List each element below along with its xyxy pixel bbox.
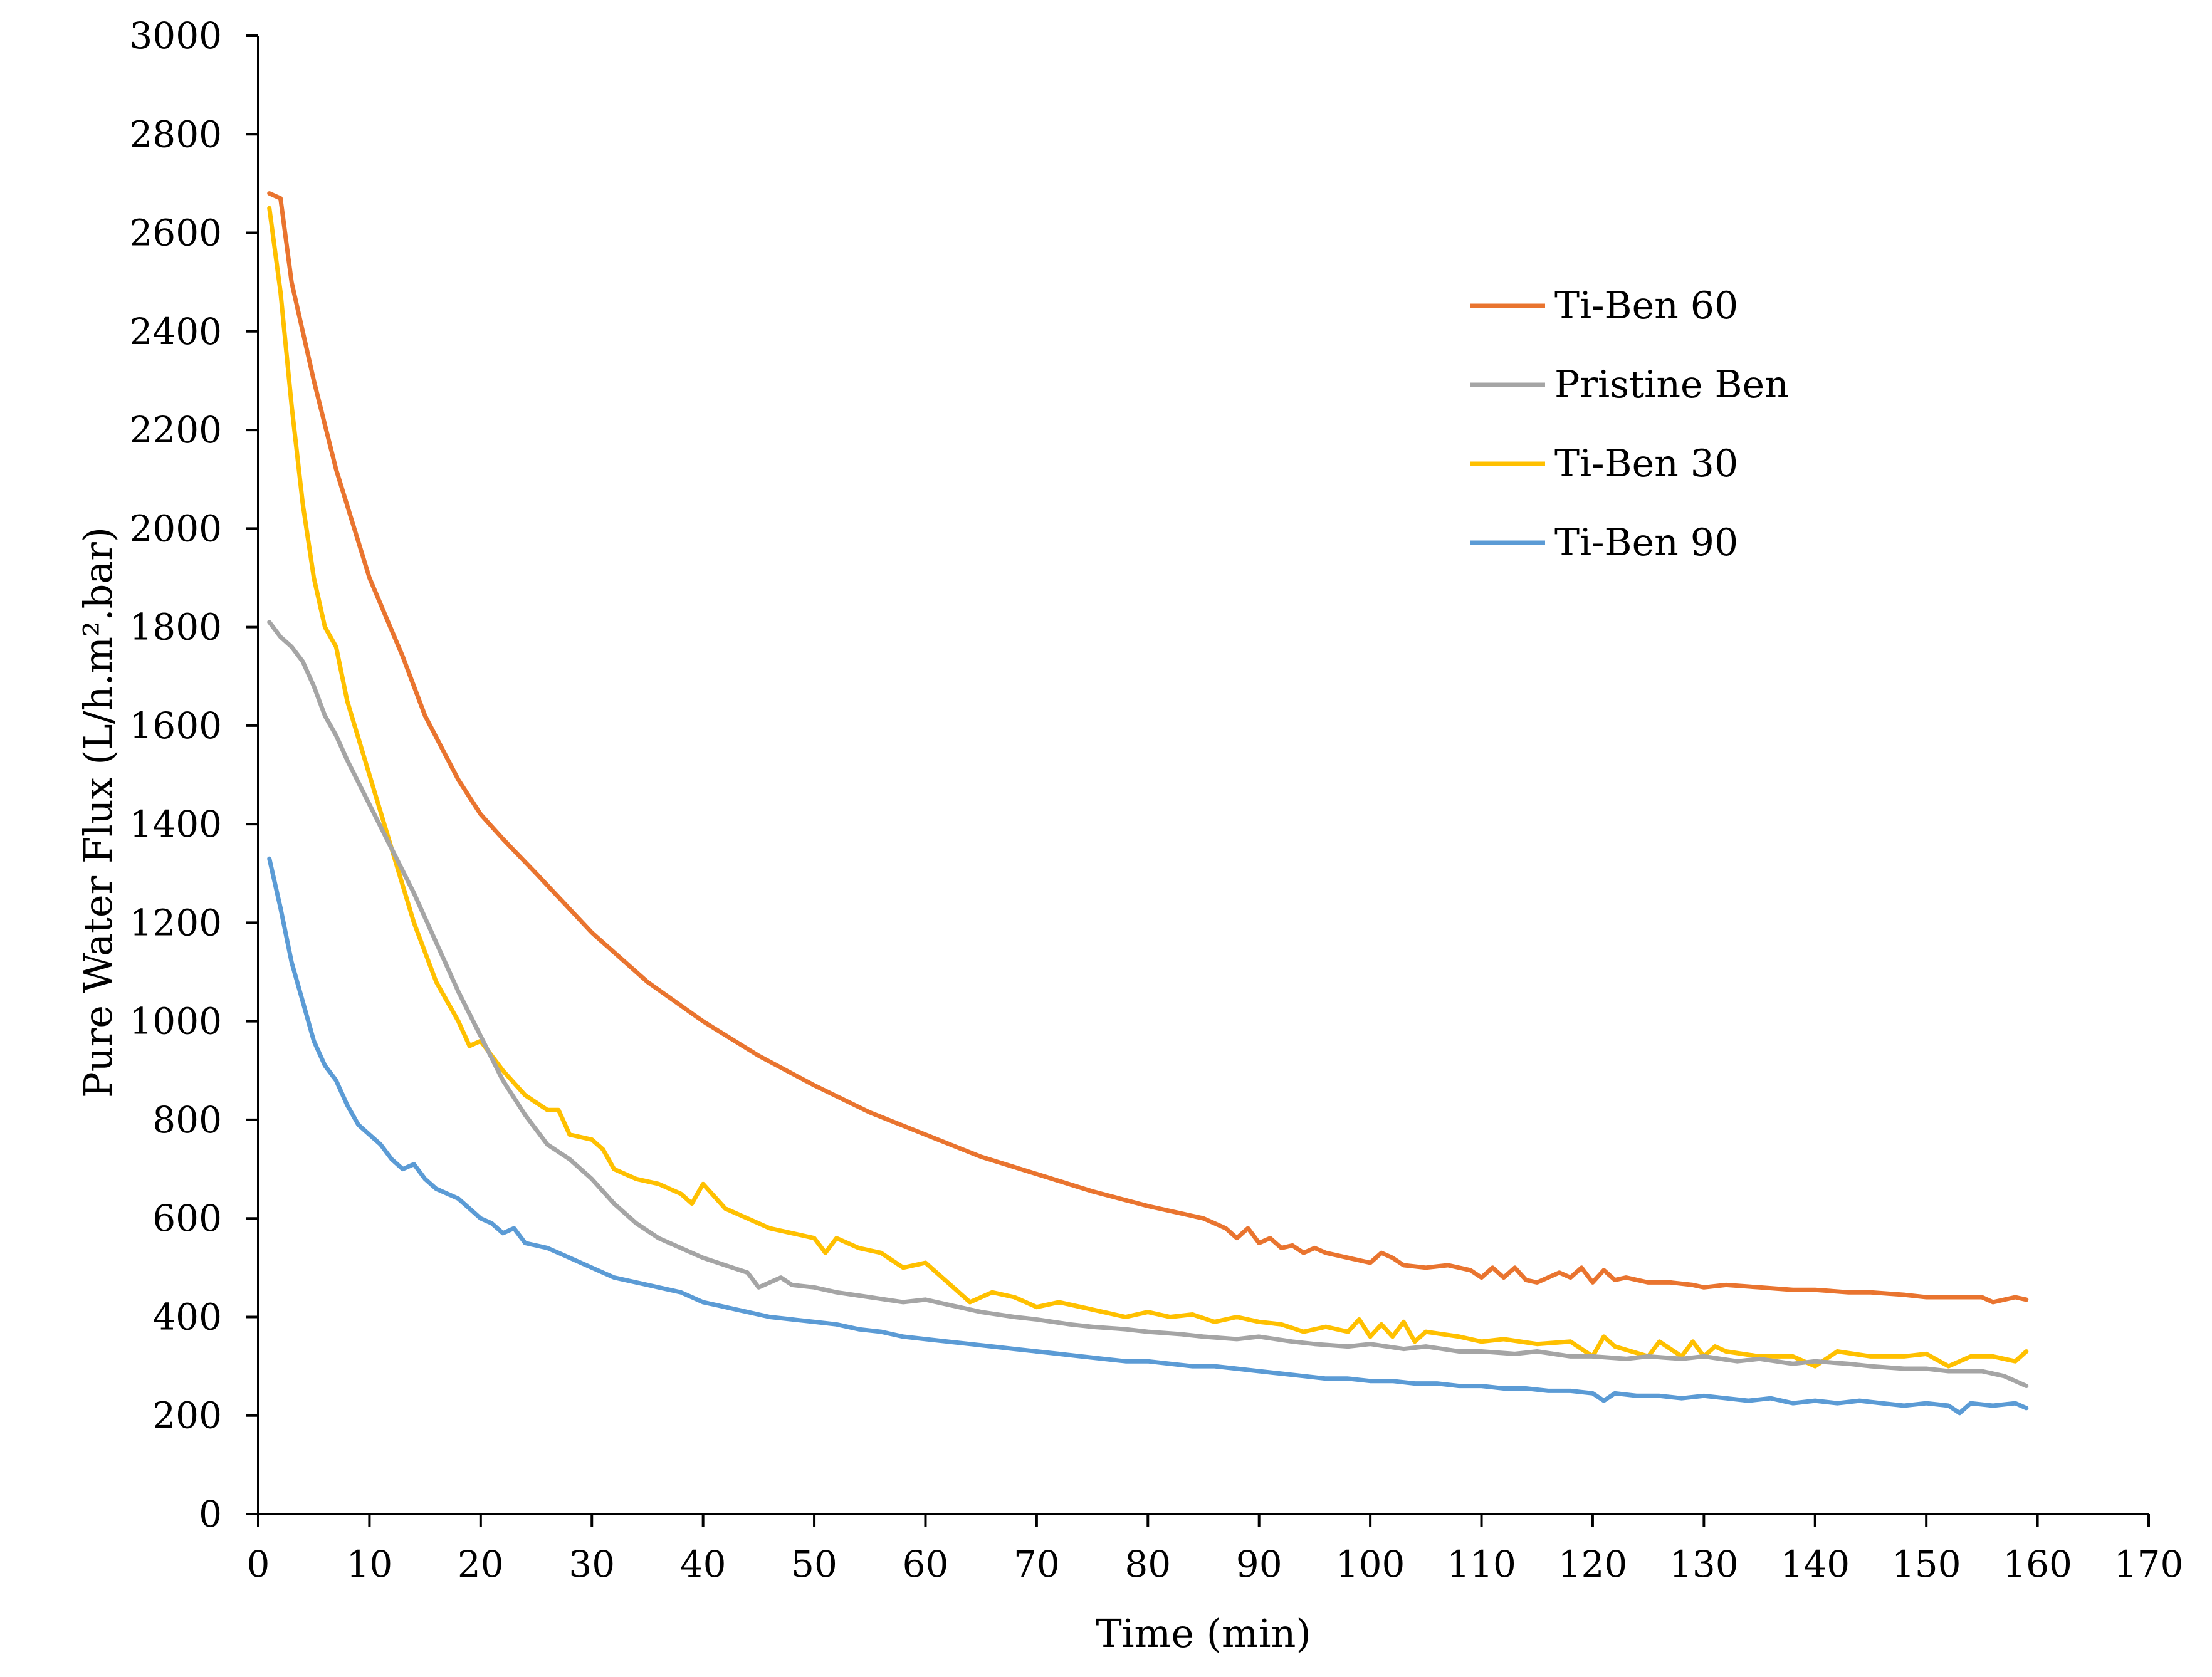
x-tick-label: 10 xyxy=(347,1543,393,1586)
legend-label: Ti-Ben 90 xyxy=(1554,521,1738,565)
y-tick-label: 400 xyxy=(152,1295,222,1338)
y-tick-label: 3000 xyxy=(129,14,222,57)
y-axis-title: Pure Water Flux (L/h.m².bar) xyxy=(75,527,121,1098)
x-tick-label: 80 xyxy=(1124,1543,1171,1586)
series-line-pristine-ben xyxy=(267,620,2029,1389)
series-line-ti-ben-60 xyxy=(267,191,2029,1305)
series-line-ti-ben-90 xyxy=(267,856,2029,1416)
x-tick-label: 40 xyxy=(680,1543,726,1586)
y-tick-label: 1000 xyxy=(129,1000,222,1043)
x-tick-label: 110 xyxy=(1447,1543,1516,1586)
series-lines xyxy=(267,191,2029,1416)
x-tick-label: 170 xyxy=(2114,1543,2184,1586)
y-tick-label: 2800 xyxy=(129,113,222,155)
x-tick-label: 160 xyxy=(2003,1543,2072,1586)
y-tick-label: 200 xyxy=(152,1394,222,1437)
x-tick-label: 20 xyxy=(458,1543,504,1586)
y-tick-label: 2600 xyxy=(129,212,222,254)
x-tick-label: 140 xyxy=(1780,1543,1850,1586)
x-axis-title: Time (min) xyxy=(1096,1611,1311,1656)
x-tick-label: 150 xyxy=(1892,1543,1961,1586)
y-axis-ticks: 0 200 400 600 800 1000 1200 1400 1600 1800 2000 220… xyxy=(129,14,258,1535)
y-tick-label: 2000 xyxy=(129,507,222,550)
y-tick-label: 600 xyxy=(152,1197,222,1240)
x-tick-label: 70 xyxy=(1014,1543,1060,1586)
x-tick-label: 30 xyxy=(569,1543,615,1586)
y-tick-label: 1400 xyxy=(129,803,222,845)
series-line-ti-ben-30 xyxy=(267,206,2029,1369)
y-tick-label: 0 xyxy=(199,1493,222,1535)
x-tick-label: 130 xyxy=(1669,1543,1739,1586)
legend: Ti-Ben 60 Pristine Ben Ti-Ben 30 Ti-Ben 90 xyxy=(1470,284,1789,565)
legend-label: Pristine Ben xyxy=(1554,363,1789,407)
y-tick-label: 1200 xyxy=(129,901,222,944)
y-tick-label: 1800 xyxy=(129,606,222,649)
x-axis-ticks: 0 10 20 30 40 50 60 70 80 90 100 110 120 130 140 150 160… xyxy=(247,1514,2184,1586)
x-tick-label: 50 xyxy=(791,1543,837,1586)
x-tick-label: 0 xyxy=(247,1543,270,1586)
x-tick-label: 100 xyxy=(1336,1543,1405,1586)
x-tick-label: 120 xyxy=(1558,1543,1628,1586)
legend-label: Ti-Ben 60 xyxy=(1554,284,1738,328)
axes: 0200400600800100012001400160018002000220… xyxy=(129,14,2183,1586)
y-tick-label: 2200 xyxy=(129,409,222,451)
y-tick-label: 1600 xyxy=(129,704,222,747)
x-tick-label: 90 xyxy=(1236,1543,1282,1586)
x-tick-label: 60 xyxy=(903,1543,949,1586)
y-tick-label: 2400 xyxy=(129,310,222,353)
legend-label: Ti-Ben 30 xyxy=(1554,442,1738,486)
y-tick-label: 800 xyxy=(152,1099,222,1141)
